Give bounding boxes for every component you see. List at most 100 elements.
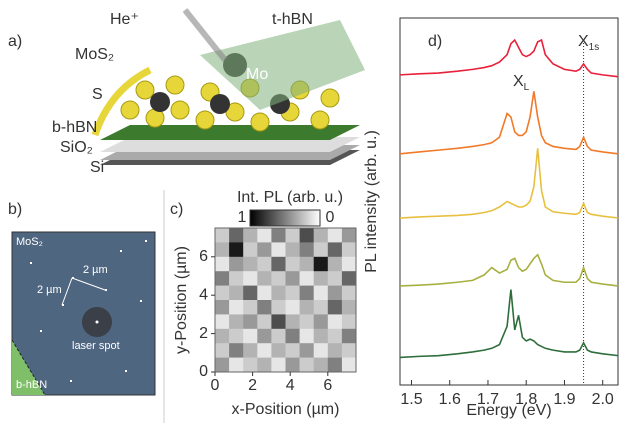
heat-cell: [342, 329, 356, 344]
colorbar-tick-label: 1: [238, 209, 247, 226]
heat-cell: [342, 242, 356, 257]
heat-cell: [229, 286, 243, 301]
heat-cell: [243, 329, 257, 344]
heat-cell: [328, 271, 342, 286]
annotation-sub: 1s: [589, 42, 600, 53]
label: SiO₂: [60, 139, 93, 156]
label: S: [92, 86, 103, 103]
heat-cell: [314, 358, 328, 373]
heat-cell: [286, 257, 300, 272]
heat-cell: [229, 257, 243, 272]
heat-cell: [215, 242, 229, 257]
heat-cell: [286, 358, 300, 373]
y-tick-label: 0: [199, 363, 208, 380]
heat-cell: [314, 286, 328, 301]
heat-cell: [215, 228, 229, 243]
y-axis-label: PL intensity (arb. u.): [363, 130, 380, 273]
heat-cell: [300, 242, 314, 257]
heat-cell: [300, 271, 314, 286]
heat-cell: [257, 286, 271, 301]
colorbar: [250, 210, 320, 226]
heat-cell: [314, 300, 328, 315]
heat-cell: [243, 286, 257, 301]
heat-cell: [215, 343, 229, 358]
x-tick-label: 4: [286, 377, 295, 394]
heat-cell: [286, 314, 300, 329]
heat-cell: [328, 300, 342, 315]
heat-cell: [342, 271, 356, 286]
x-tick-label: 2: [248, 377, 257, 394]
heat-cell: [271, 228, 285, 243]
x-axis-label: x-Position (µm): [232, 401, 340, 418]
heat-cell: [314, 314, 328, 329]
heat-cell: [271, 329, 285, 344]
heat-cell: [314, 228, 328, 243]
colorbar-tick-label: 0: [326, 209, 335, 226]
heat-cell: [328, 286, 342, 301]
heat-cell: [215, 358, 229, 373]
spectrum-line: [400, 148, 618, 218]
label: b-hBN: [52, 119, 97, 136]
heat-cell: [286, 300, 300, 315]
heat-cell: [300, 228, 314, 243]
heat-cell: [342, 358, 356, 373]
heat-cell: [229, 228, 243, 243]
heat-cell: [271, 343, 285, 358]
label: b-hBN: [16, 379, 47, 391]
heat-cell: [328, 257, 342, 272]
heat-cell: [229, 343, 243, 358]
heat-cell: [271, 314, 285, 329]
heat-cell: [328, 329, 342, 344]
y-tick-label: 6: [199, 248, 208, 265]
heat-cell: [328, 228, 342, 243]
heat-cell: [243, 257, 257, 272]
heat-cell: [328, 358, 342, 373]
panel-label: d): [428, 33, 442, 50]
y-tick-label: 4: [199, 286, 208, 303]
heat-cell: [257, 300, 271, 315]
heat-cell: [257, 314, 271, 329]
heat-cell: [257, 343, 271, 358]
x-tick-label: 1.6: [439, 391, 461, 408]
spectrum-line: [400, 255, 618, 286]
heat-cell: [300, 300, 314, 315]
spectrum-line: [400, 91, 618, 153]
figure: a) He⁺ t-hBN MoS₂ Mo S b-hBN SiO₂ Si b) …: [0, 0, 620, 423]
heat-cell: [286, 271, 300, 286]
heat-cell: [328, 242, 342, 257]
heat-cell: [257, 329, 271, 344]
heat-cell: [300, 343, 314, 358]
heat-cell: [300, 329, 314, 344]
heat-cell: [314, 329, 328, 344]
heat-cell: [286, 329, 300, 344]
heat-cell: [342, 300, 356, 315]
annotation-text: X: [513, 73, 524, 90]
heat-cell: [257, 257, 271, 272]
heat-cell: [243, 228, 257, 243]
heat-cell: [229, 271, 243, 286]
heat-cell: [286, 343, 300, 358]
heat-cell: [314, 242, 328, 257]
heat-cell: [342, 286, 356, 301]
label: t-hBN: [272, 11, 313, 28]
heat-cell: [342, 343, 356, 358]
label: He⁺: [110, 11, 139, 28]
heat-cell: [328, 314, 342, 329]
heat-cell: [215, 300, 229, 315]
heat-cell: [257, 271, 271, 286]
heat-cell: [215, 286, 229, 301]
label: 2 µm: [37, 284, 62, 296]
heat-cell: [229, 242, 243, 257]
sample-diagram: [12, 232, 155, 395]
heat-cell: [271, 271, 285, 286]
heat-cell: [271, 358, 285, 373]
heat-cell: [271, 242, 285, 257]
structure-illustration: [95, 10, 365, 165]
heat-cell: [300, 314, 314, 329]
heat-cell: [243, 271, 257, 286]
heat-cell: [215, 271, 229, 286]
heat-cell: [342, 314, 356, 329]
heat-cell: [286, 242, 300, 257]
heat-cell: [257, 228, 271, 243]
y-axis-label: y-Position (µm): [173, 246, 190, 354]
